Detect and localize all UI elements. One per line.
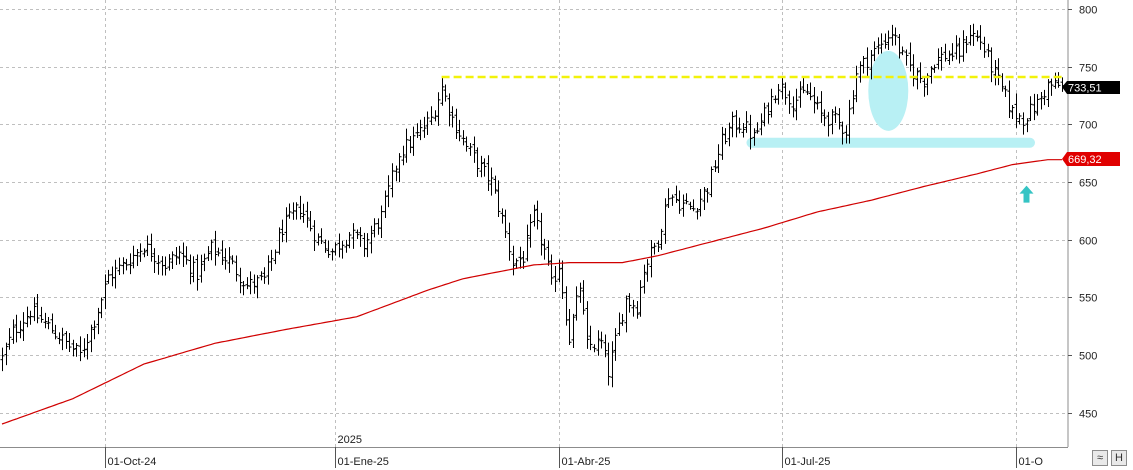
year-label: 2025 xyxy=(338,434,362,446)
moving-average-line xyxy=(1,159,1062,425)
y-axis: 450 500 550 600 650 700 750 800 xyxy=(1067,0,1097,447)
x-tick-label: 01-Abr-25 xyxy=(562,456,611,468)
ohlc-bars xyxy=(0,23,1065,388)
close-price-tag-bg xyxy=(1062,81,1120,94)
hold-icon: H xyxy=(1115,452,1123,464)
y-tick-label: 450 xyxy=(1079,409,1097,421)
y-tick-label: 550 xyxy=(1079,293,1097,305)
zoom-icon: ≈ xyxy=(1096,452,1104,464)
y-tick-label: 600 xyxy=(1079,236,1097,248)
price-tags: 733,51 669,32 xyxy=(1062,81,1120,166)
y-tick-label: 800 xyxy=(1079,5,1097,17)
overlay-lines xyxy=(1,75,1064,425)
ma-price-tag: 669,32 xyxy=(1068,154,1102,166)
y-tick-label: 650 xyxy=(1079,178,1097,190)
up-arrow-icon xyxy=(1019,185,1034,203)
close-price-tag: 733,51 xyxy=(1068,83,1102,95)
x-tick-label: 01-O xyxy=(1019,456,1044,468)
support-band xyxy=(746,137,1035,148)
x-tick-label: 01-Ene-25 xyxy=(338,456,389,468)
y-tick-label: 700 xyxy=(1079,120,1097,132)
ma-price-tag-bg xyxy=(1062,152,1120,166)
hold-button[interactable]: H xyxy=(1111,450,1127,466)
x-tick-label: 01-Jul-25 xyxy=(785,456,831,468)
y-tick-label: 750 xyxy=(1079,63,1097,75)
x-tick-label: 01-Oct-24 xyxy=(108,456,157,468)
x-axis: 01-Oct-24 01-Ene-25 01-Abr-25 01-Jul-25 01-O… xyxy=(0,434,1068,468)
highlight-ellipse xyxy=(868,50,909,131)
y-tick-label: 500 xyxy=(1079,351,1097,363)
highlight-annotations xyxy=(746,50,1035,148)
zoom-button[interactable]: ≈ xyxy=(1092,450,1108,466)
